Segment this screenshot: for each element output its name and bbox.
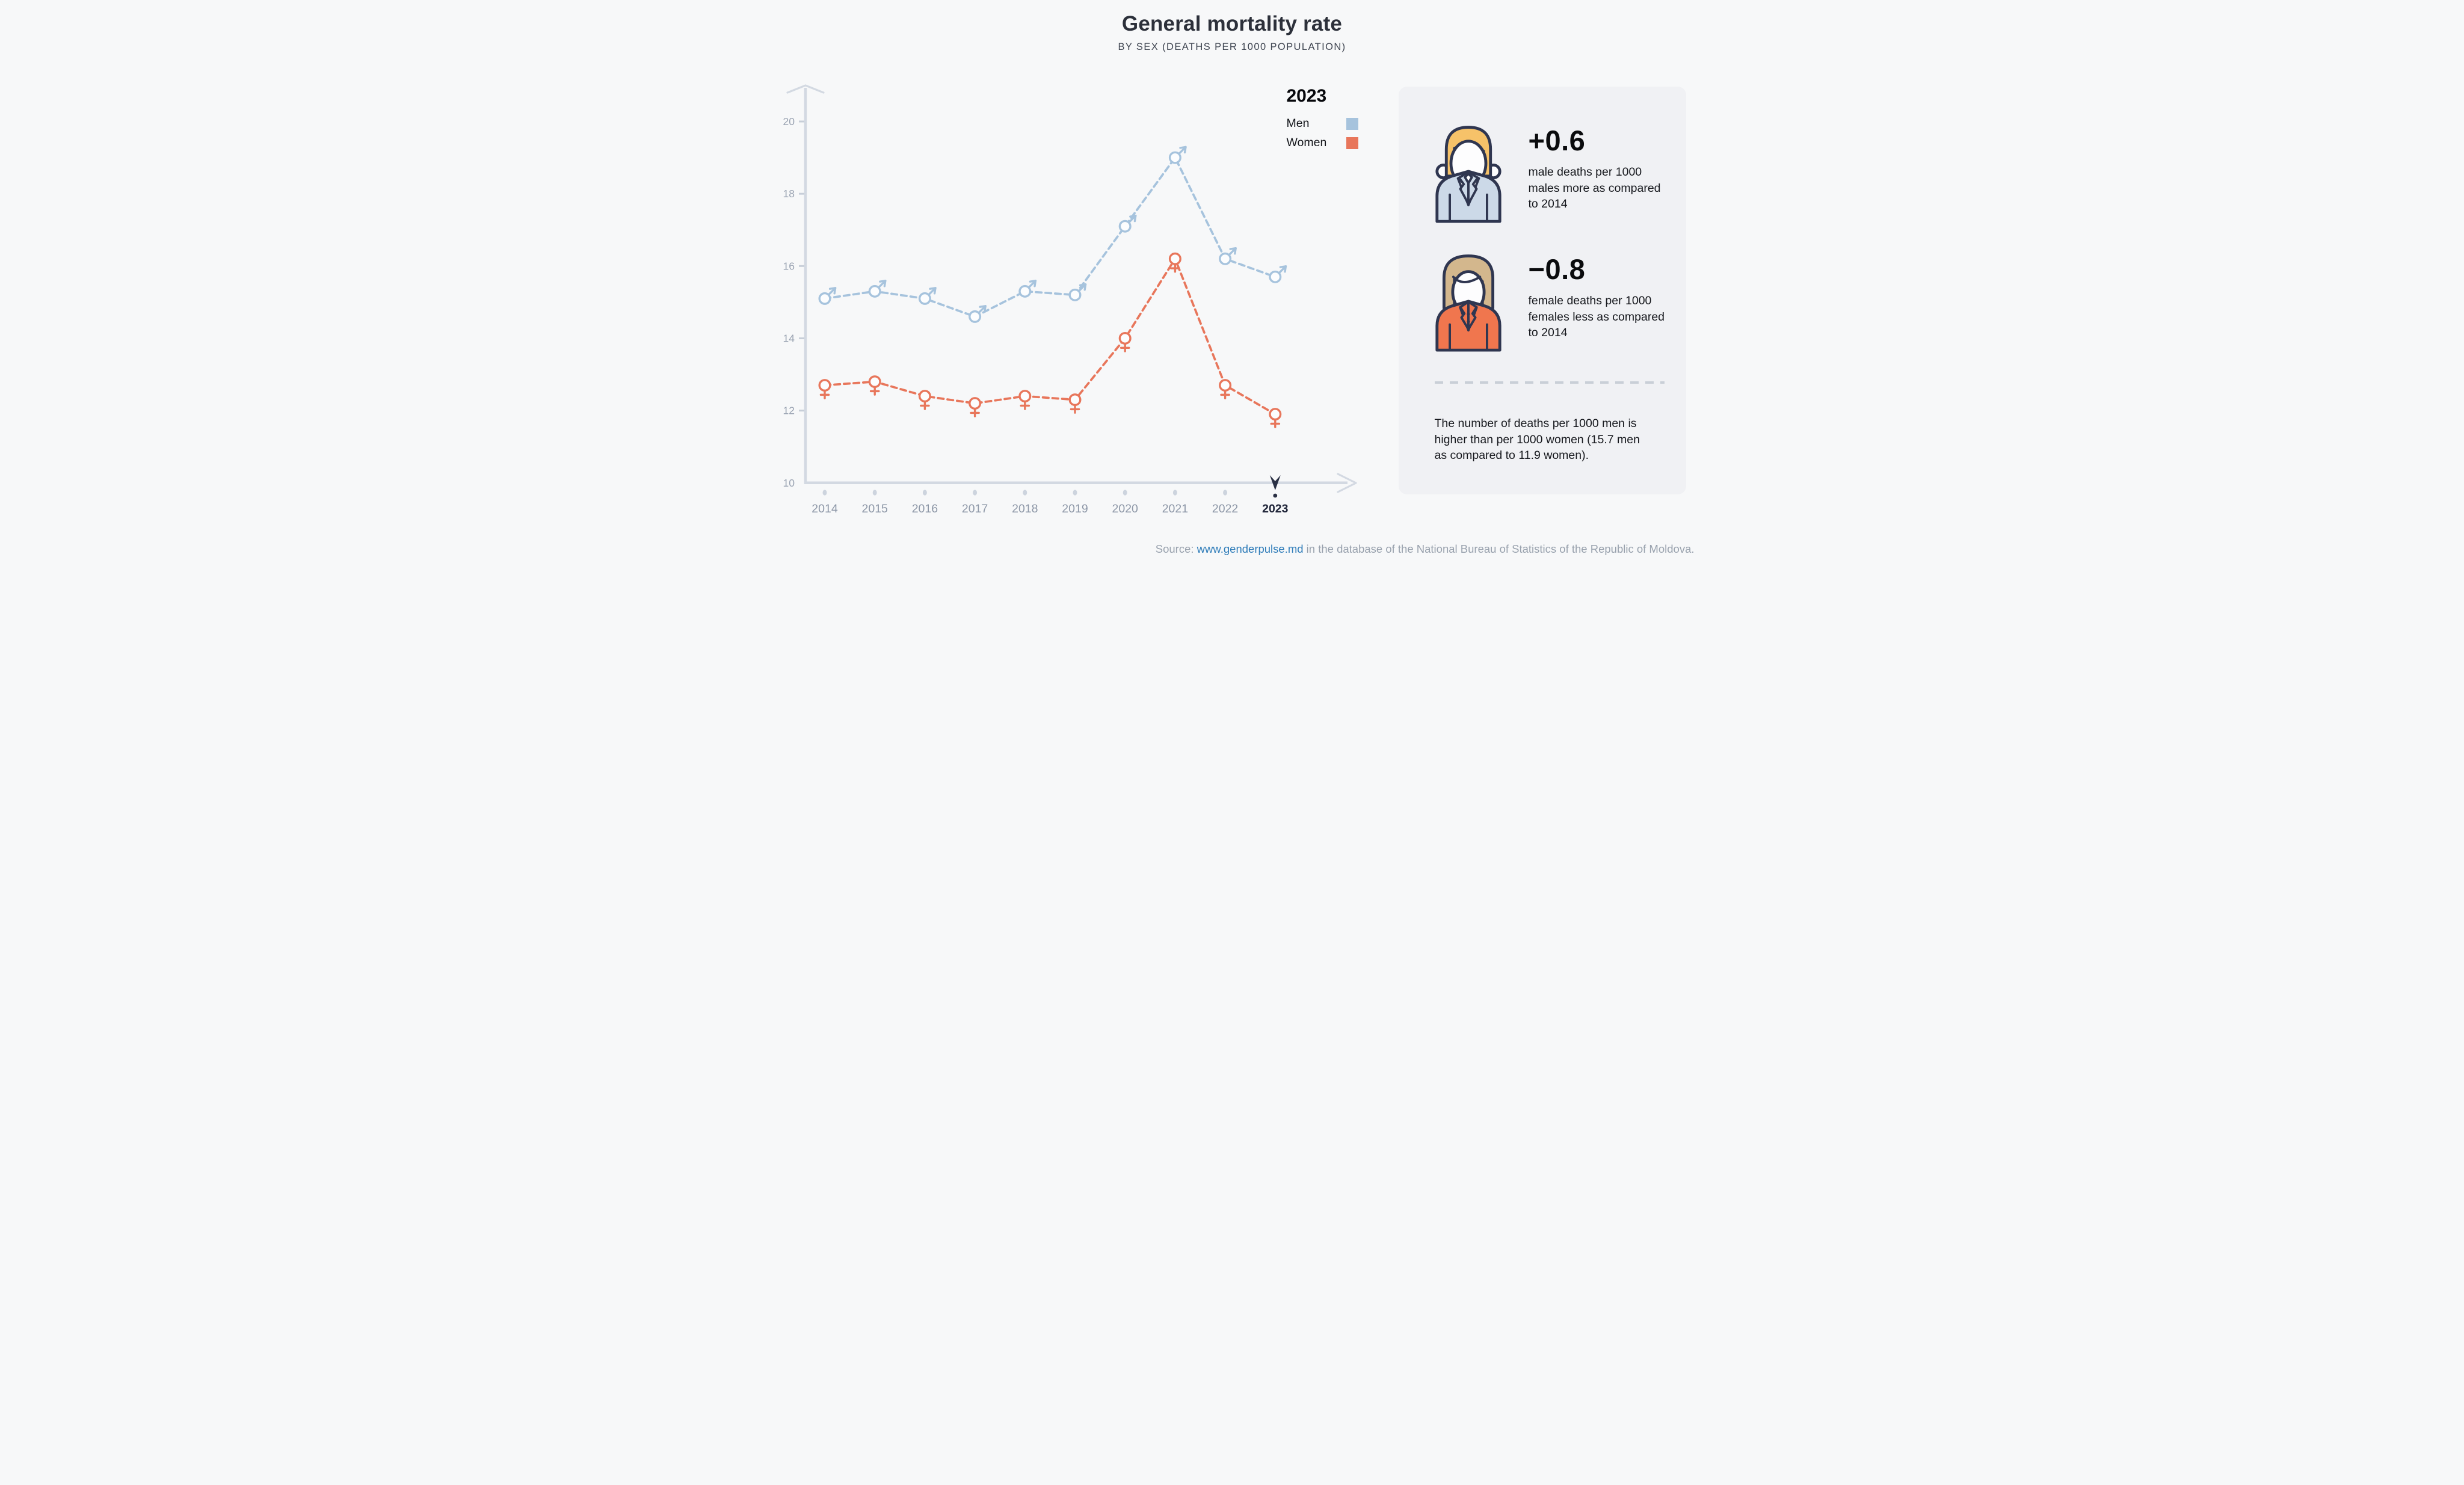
x-year-label: 2019 <box>1062 502 1088 515</box>
current-year-dot <box>1272 493 1277 498</box>
women-point-2018 <box>1018 390 1031 410</box>
legend-label-men: Men <box>1286 117 1310 130</box>
women-stat-text: female deaths per 1000 <box>1528 294 1652 307</box>
x-year-label: 2018 <box>1012 502 1038 515</box>
x-axis-arrow-icon <box>1336 473 1357 493</box>
x-year-label: 2014 <box>812 502 838 515</box>
women-color-swatch <box>1346 137 1358 149</box>
women-series-line <box>823 256 1277 416</box>
men-point-2023 <box>1268 265 1287 283</box>
men-series-line <box>823 155 1277 318</box>
page-title: General mortality rate <box>1121 12 1343 35</box>
x-tick-dot <box>1073 490 1077 496</box>
women-point-2020 <box>1118 331 1132 352</box>
men-point-2019 <box>1068 283 1086 301</box>
men-point-2018 <box>1018 280 1036 298</box>
x-year-label-current: 2023 <box>1262 502 1289 515</box>
y-tick-label: 12 <box>783 405 794 417</box>
y-tick-label: 16 <box>783 260 794 272</box>
men-point-2020 <box>1118 214 1136 233</box>
legend-label-women: Women <box>1286 136 1327 149</box>
y-tick-label: 10 <box>783 477 795 489</box>
x-tick-dot <box>972 490 977 496</box>
man-avatar-icon <box>1435 126 1502 223</box>
x-year-label: 2020 <box>1112 502 1138 515</box>
legend-year-label: 2023 <box>1286 86 1327 106</box>
source-prefix: Source: <box>1155 543 1197 555</box>
page-subtitle: BY SEX (DEATHS PER 1000 POPULATION) <box>1118 42 1346 52</box>
men-point-2021 <box>1168 146 1187 164</box>
women-point-2016 <box>918 390 931 410</box>
dashed-divider <box>1434 381 1665 384</box>
women-point-2014 <box>818 379 831 399</box>
x-year-label: 2016 <box>911 502 937 515</box>
men-point-2014 <box>818 287 836 305</box>
mortality-line-chart: 10 12 14 16 18 20 2014 2015 2016 2017 2018 2019 2020… <box>783 84 1357 515</box>
x-year-label: 2022 <box>1212 502 1237 515</box>
women-point-2021 <box>1168 252 1181 273</box>
x-tick-dot <box>1172 490 1177 496</box>
x-tick-dot <box>872 490 877 496</box>
x-tick-dot <box>922 490 927 496</box>
summary-note: The number of deaths per 1000 men is hig… <box>1434 417 1640 462</box>
source-link[interactable]: www.genderpulse.md <box>1197 543 1304 555</box>
women-point-2019 <box>1068 393 1082 414</box>
x-year-label: 2017 <box>961 502 987 515</box>
women-point-2022 <box>1218 379 1231 399</box>
x-tick-dot <box>1123 490 1127 496</box>
chart-legend: 2023 Men Women <box>1287 86 1358 155</box>
men-stat-value: +0.6 <box>1528 125 1586 156</box>
x-year-label: 2021 <box>1162 502 1187 515</box>
x-year-label: 2015 <box>861 502 888 515</box>
women-point-2023 <box>1268 408 1281 428</box>
men-stat: +0.6 male deaths per 1000 males more as … <box>1529 125 1679 212</box>
x-tick-dot <box>1222 490 1227 496</box>
men-point-2017 <box>968 305 987 323</box>
source-suffix: in the database of the National Bureau o… <box>1303 543 1695 555</box>
men-color-swatch <box>1346 117 1358 130</box>
legend-item-women: Women <box>1287 136 1358 150</box>
men-stat-text: male deaths per 1000 <box>1528 165 1642 179</box>
women-point-2017 <box>968 397 981 417</box>
y-axis-arrow-icon <box>786 84 825 94</box>
source-line: Source: www.genderpulse.md in the databa… <box>1156 543 1695 556</box>
women-stat: −0.8 female deaths per 1000 females less… <box>1529 254 1679 341</box>
men-point-2016 <box>918 287 937 305</box>
y-tick-label: 20 <box>783 115 795 128</box>
infographic-canvas: 10 12 14 16 18 20 2014 2015 2016 2017 2018 2019 2020… <box>768 0 1696 559</box>
header: General mortality rate BY SEX (DEATHS PE… <box>768 12 1696 53</box>
men-point-2022 <box>1218 247 1237 265</box>
women-point-2015 <box>868 375 881 396</box>
summary-panel: +0.6 male deaths per 1000 males more as … <box>1398 87 1686 494</box>
y-tick-label: 14 <box>783 332 795 344</box>
legend-item-men: Men <box>1287 117 1358 131</box>
y-tick-label: 18 <box>783 188 794 200</box>
woman-avatar-icon <box>1435 254 1502 352</box>
men-point-2015 <box>868 280 887 298</box>
current-year-pin-icon <box>1269 475 1281 490</box>
women-stat-value: −0.8 <box>1528 253 1586 285</box>
x-tick-dot <box>822 490 827 496</box>
x-tick-dot <box>1022 490 1027 496</box>
